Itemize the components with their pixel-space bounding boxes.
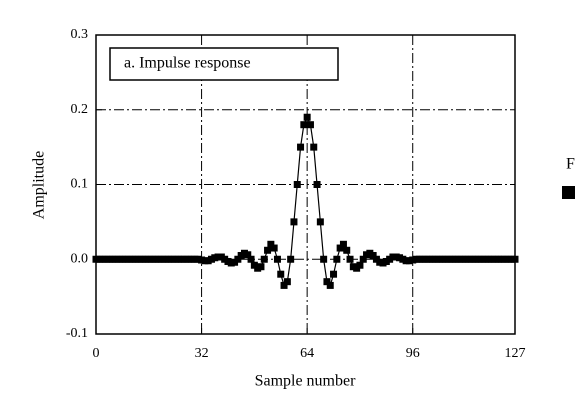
data-point xyxy=(359,255,367,263)
data-point xyxy=(257,263,265,271)
data-point xyxy=(244,251,252,259)
data-point xyxy=(336,244,344,252)
y-tick-label: 0.1 xyxy=(71,177,89,192)
x-tick-label: 32 xyxy=(195,346,209,361)
x-tick-label: 96 xyxy=(406,346,420,361)
data-point xyxy=(369,252,377,260)
data-point xyxy=(356,261,364,269)
data-point xyxy=(333,255,341,263)
data-point xyxy=(330,270,338,278)
y-tick-label: -0.1 xyxy=(66,326,88,341)
data-point xyxy=(267,240,275,248)
side-label: F xyxy=(566,156,575,173)
data-point xyxy=(300,121,308,129)
title-box xyxy=(109,47,339,81)
data-point xyxy=(310,143,318,151)
data-point xyxy=(320,255,328,263)
data-point xyxy=(323,278,331,286)
x-tick-label: 0 xyxy=(93,346,100,361)
data-point xyxy=(270,244,278,252)
y-axis-label: Amplitude xyxy=(31,151,48,219)
x-axis-label: Sample number xyxy=(255,373,357,390)
data-point xyxy=(511,255,519,263)
data-point xyxy=(287,255,295,263)
data-point xyxy=(247,255,255,263)
x-tick-label: 127 xyxy=(505,346,526,361)
chart-title: a. Impulse response xyxy=(124,55,251,72)
y-tick-label: 0.3 xyxy=(71,27,89,42)
data-point xyxy=(297,143,305,151)
legend-marker xyxy=(562,186,575,199)
data-point xyxy=(313,181,321,188)
data-point xyxy=(273,255,281,263)
data-point xyxy=(290,218,298,226)
data-point xyxy=(283,278,291,286)
data-point xyxy=(277,270,285,278)
y-tick-label: 0.0 xyxy=(71,251,89,266)
data-point xyxy=(316,218,324,226)
data-point xyxy=(343,246,351,254)
data-point xyxy=(280,281,288,289)
data-point xyxy=(339,240,347,248)
data-point xyxy=(326,281,334,289)
data-point xyxy=(264,246,272,254)
data-point xyxy=(306,121,314,129)
data-point xyxy=(346,255,354,263)
y-tick-label: 0.2 xyxy=(71,102,89,117)
data-point xyxy=(293,181,301,188)
data-point xyxy=(234,255,242,263)
data-point xyxy=(260,255,268,263)
x-tick-label: 64 xyxy=(300,346,314,361)
data-point xyxy=(303,113,311,121)
